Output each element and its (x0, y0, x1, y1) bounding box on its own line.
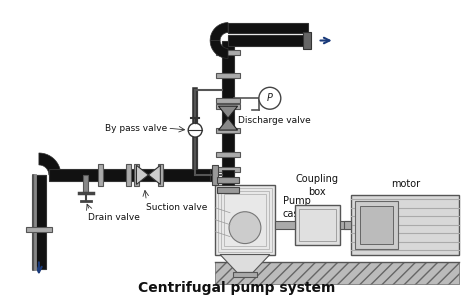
Bar (216, 73, 240, 78)
Text: Pump
casing: Pump casing (283, 196, 314, 219)
Bar (126, 164, 131, 186)
Text: Discharge valve: Discharge valve (238, 116, 311, 125)
Bar (303, 32, 310, 50)
Bar (217, 177, 239, 183)
Polygon shape (220, 254, 270, 272)
Bar (222, 40, 234, 175)
Text: Drain valve: Drain valve (88, 213, 139, 222)
Bar (158, 164, 163, 186)
Circle shape (259, 87, 281, 109)
Bar (216, 98, 240, 103)
Bar (134, 164, 139, 186)
Bar (98, 164, 103, 186)
Bar (216, 153, 240, 157)
Polygon shape (210, 22, 228, 40)
Bar (222, 170, 234, 185)
Polygon shape (148, 165, 160, 185)
Text: motor: motor (391, 179, 420, 189)
Text: Suction valve: Suction valve (146, 203, 208, 212)
Bar (275, 221, 295, 229)
Text: By pass valve: By pass valve (105, 124, 167, 133)
Polygon shape (39, 153, 61, 175)
Bar (216, 104, 240, 109)
Bar (233, 272, 257, 278)
Bar (216, 128, 240, 133)
Polygon shape (219, 118, 237, 130)
Bar (216, 168, 240, 172)
Text: Coupling
box: Coupling box (296, 174, 338, 197)
Bar (215, 185, 275, 254)
Bar (344, 221, 352, 229)
Bar (217, 187, 239, 193)
Bar (228, 35, 310, 47)
Bar (26, 227, 52, 232)
Bar (32, 175, 46, 269)
Bar (221, 191, 269, 249)
Bar (356, 201, 399, 249)
Bar (224, 194, 266, 246)
Bar (295, 205, 339, 245)
Text: P: P (267, 93, 273, 103)
Text: Centrifugal pump system: Centrifugal pump system (138, 281, 336, 295)
Bar (218, 188, 272, 251)
Bar (215, 262, 459, 285)
Bar (299, 209, 336, 240)
Polygon shape (137, 165, 148, 185)
Polygon shape (210, 40, 228, 58)
Bar (228, 22, 308, 33)
Bar (83, 175, 88, 193)
Circle shape (188, 123, 202, 137)
Bar (193, 90, 197, 175)
Bar (339, 221, 349, 229)
Bar (210, 169, 217, 181)
Polygon shape (219, 106, 237, 118)
Bar (212, 165, 218, 185)
Bar (49, 169, 215, 181)
Circle shape (229, 212, 261, 244)
Bar (352, 195, 459, 254)
Bar (216, 50, 240, 55)
Bar (193, 90, 197, 175)
Bar (360, 206, 393, 244)
